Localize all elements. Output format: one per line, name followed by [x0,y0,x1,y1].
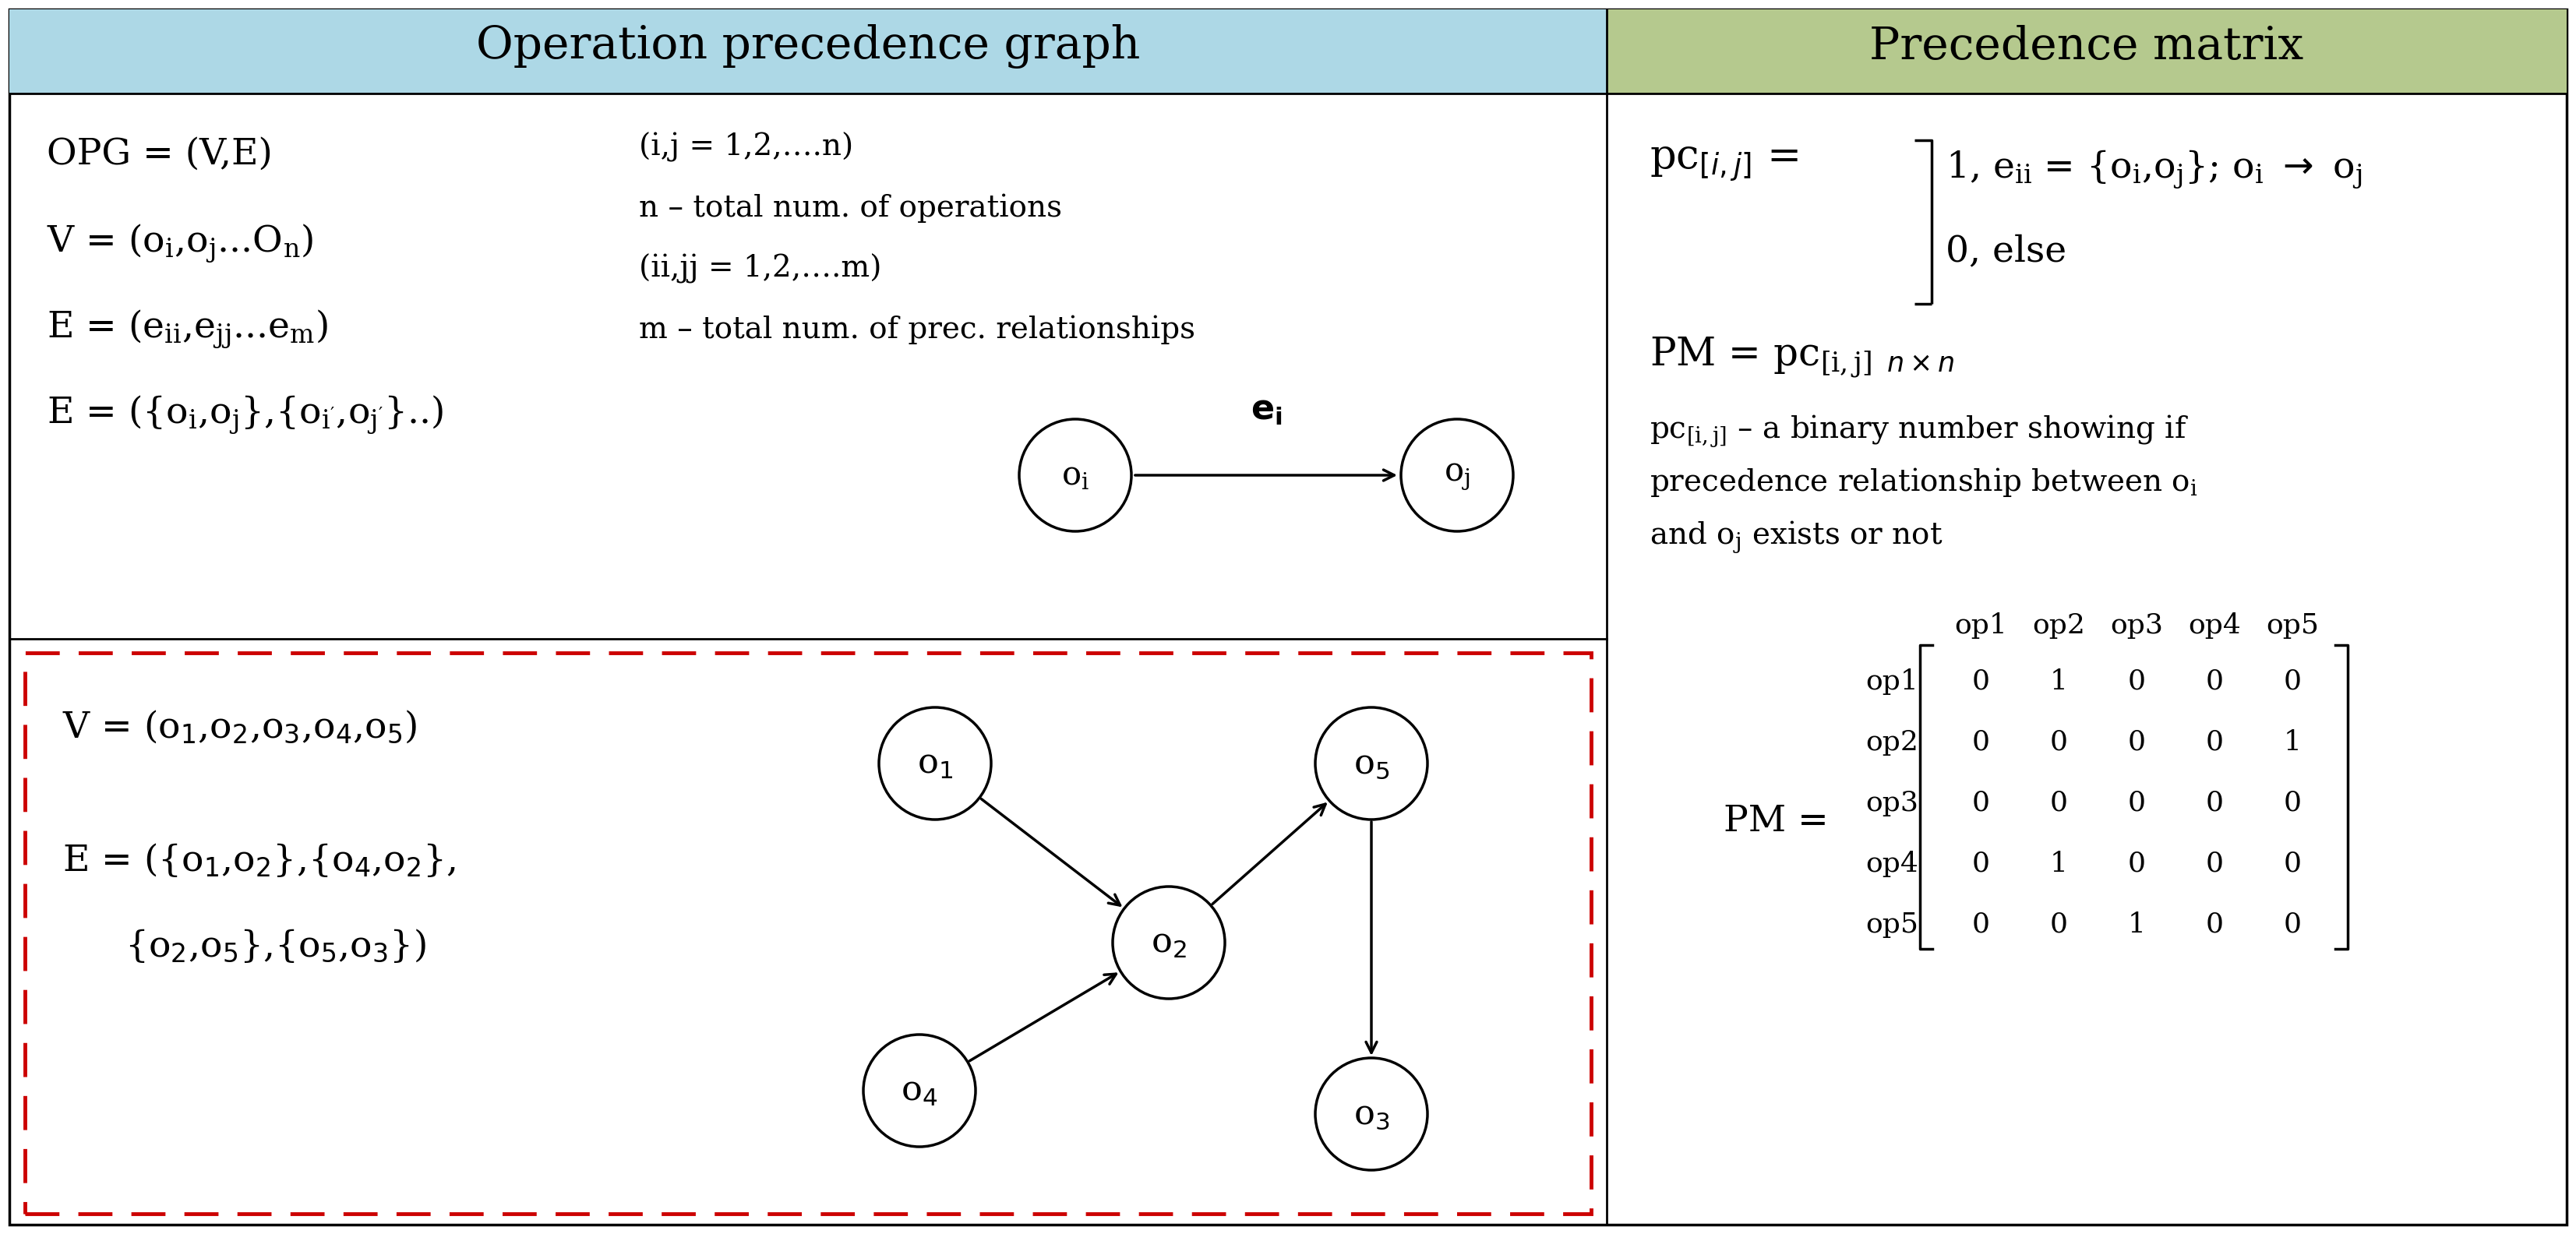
Text: o$_\mathregular{j}$: o$_\mathregular{j}$ [1445,459,1471,491]
Text: 0: 0 [2282,668,2300,695]
Bar [10,10,1607,94]
Text: op1: op1 [1955,612,2007,639]
Text: op3: op3 [2110,612,2164,639]
Bar [1607,10,2566,94]
Text: OPG = (V,E): OPG = (V,E) [46,136,273,172]
Text: (i,j = 1,2,….n): (i,j = 1,2,….n) [639,132,853,163]
Text: m – total num. of prec. relationships: m – total num. of prec. relationships [639,315,1195,344]
Text: o$_2$: o$_2$ [1151,926,1188,960]
Circle shape [1316,1058,1427,1170]
Text: {o$_2$,o$_5$},{o$_5$,o$_3$}): {o$_2$,o$_5$},{o$_5$,o$_3$}) [124,927,425,964]
Text: 0: 0 [2050,911,2069,938]
Circle shape [1113,886,1224,998]
Text: op4: op4 [1865,850,1919,877]
Text: 0, else: 0, else [1945,233,2066,269]
Text: PM =: PM = [1723,803,1829,839]
Text: Precedence matrix: Precedence matrix [1870,25,2303,69]
Text: E = ({o$_\mathregular{i}$,o$_\mathregular{j}$},{o$_\mathregular{i'}$,o$_\mathreg: E = ({o$_\mathregular{i}$,o$_\mathregula… [46,394,443,436]
Text: 0: 0 [1971,729,1989,755]
Text: 0: 0 [2205,790,2223,816]
Text: (ii,jj = 1,2,….m): (ii,jj = 1,2,….m) [639,254,881,284]
Text: op2: op2 [2032,612,2084,639]
Text: E = (e$_\mathregular{ii}$,e$_\mathregular{jj}$...e$_\mathregular{m}$): E = (e$_\mathregular{ii}$,e$_\mathregula… [46,307,327,349]
Text: 0: 0 [1971,911,1989,938]
Bar [26,653,1592,1214]
Text: op5: op5 [1865,911,1919,938]
Text: 1: 1 [2050,850,2069,877]
Text: n – total num. of operations: n – total num. of operations [639,194,1061,222]
Text: op3: op3 [1865,790,1919,816]
Text: and o$_\mathregular{j}$ exists or not: and o$_\mathregular{j}$ exists or not [1649,518,1942,554]
Text: precedence relationship between o$_\mathregular{i}$: precedence relationship between o$_\math… [1649,466,2197,499]
Text: o$_3$: o$_3$ [1352,1097,1388,1130]
Text: 0: 0 [1971,668,1989,695]
Text: 0: 0 [1971,790,1989,816]
Circle shape [1020,420,1131,532]
Text: 1, e$_\mathregular{ii}$ = {o$_\mathregular{i}$,o$_\mathregular{j}$}; o$_\mathreg: 1, e$_\mathregular{ii}$ = {o$_\mathregul… [1945,148,2362,190]
Text: pc$_\mathregular{[i,j]}$ – a binary number showing if: pc$_\mathregular{[i,j]}$ – a binary numb… [1649,413,2190,449]
Text: op4: op4 [2187,612,2241,639]
Text: 0: 0 [2205,668,2223,695]
Text: 0: 0 [2128,790,2146,816]
Text: 0: 0 [1971,850,1989,877]
Text: 0: 0 [2128,850,2146,877]
Text: 0: 0 [2282,911,2300,938]
Text: 1: 1 [2128,911,2146,938]
Circle shape [878,707,992,819]
Text: 0: 0 [2282,790,2300,816]
Text: o$_5$: o$_5$ [1352,747,1388,780]
Circle shape [1316,707,1427,819]
Text: 0: 0 [2205,850,2223,877]
Text: 1: 1 [2050,668,2069,695]
Text: op5: op5 [2267,612,2318,639]
Text: o$_\mathregular{i}$: o$_\mathregular{i}$ [1061,459,1090,491]
Text: o$_1$: o$_1$ [917,747,953,780]
Text: V = (o$_\mathregular{i}$,o$_\mathregular{j}$...O$_\mathregular{n}$): V = (o$_\mathregular{i}$,o$_\mathregular… [46,222,314,264]
Text: 0: 0 [2205,911,2223,938]
Text: Operation precedence graph: Operation precedence graph [477,25,1141,69]
Text: 0: 0 [2205,729,2223,755]
Text: 0: 0 [2282,850,2300,877]
Text: V = (o$_1$,o$_2$,o$_3$,o$_4$,o$_5$): V = (o$_1$,o$_2$,o$_3$,o$_4$,o$_5$) [62,708,417,745]
Text: op2: op2 [1865,729,1919,755]
Text: 0: 0 [2128,729,2146,755]
Text: E = ({o$_1$,o$_2$},{o$_4$,o$_2$},: E = ({o$_1$,o$_2$},{o$_4$,o$_2$}, [62,842,456,879]
Circle shape [863,1034,976,1146]
Circle shape [1401,420,1512,532]
Text: pc$_{[i,j]}$ =: pc$_{[i,j]}$ = [1649,144,1798,184]
Text: 0: 0 [2128,668,2146,695]
Text: $\mathbf{e_i}$: $\mathbf{e_i}$ [1249,394,1283,427]
Text: o$_4$: o$_4$ [902,1074,938,1107]
Text: 1: 1 [2282,729,2300,755]
Text: PM = pc$_\mathregular{[i,j]}$ $_{n \times n}$: PM = pc$_\mathregular{[i,j]}$ $_{n \time… [1649,334,1955,379]
Text: op1: op1 [1865,668,1919,695]
Text: 0: 0 [2050,790,2069,816]
Text: 0: 0 [2050,729,2069,755]
